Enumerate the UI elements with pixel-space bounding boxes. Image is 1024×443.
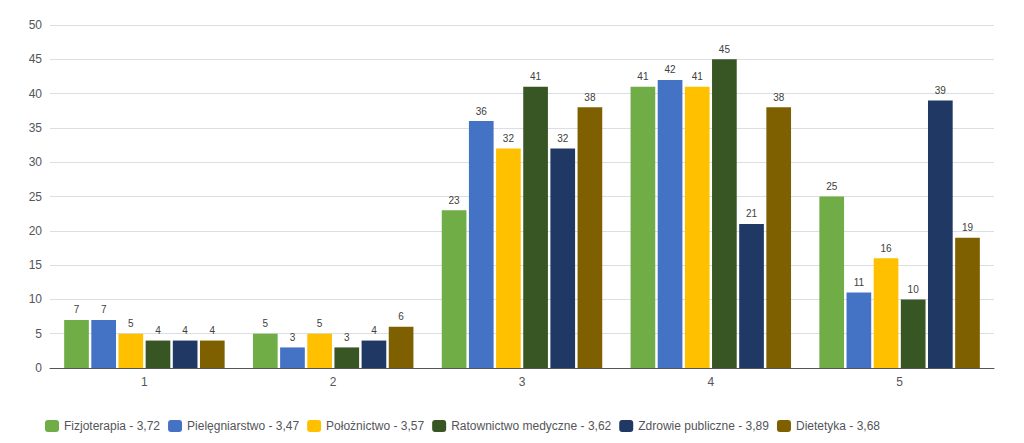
svg-text:0: 0 xyxy=(35,361,42,375)
svg-text:7: 7 xyxy=(74,304,80,315)
svg-text:4: 4 xyxy=(155,325,161,336)
svg-text:5: 5 xyxy=(263,318,269,329)
svg-text:5: 5 xyxy=(317,318,323,329)
svg-text:41: 41 xyxy=(530,71,542,82)
svg-text:42: 42 xyxy=(665,64,677,75)
svg-text:6: 6 xyxy=(398,311,404,322)
svg-text:10: 10 xyxy=(908,284,920,295)
svg-text:1: 1 xyxy=(141,375,148,389)
svg-text:5: 5 xyxy=(896,375,903,389)
svg-text:Zdrowie publiczne - 3,89: Zdrowie publiczne - 3,89 xyxy=(638,419,769,433)
svg-text:30: 30 xyxy=(29,155,43,169)
svg-text:38: 38 xyxy=(584,92,596,103)
svg-text:19: 19 xyxy=(962,222,974,233)
svg-text:7: 7 xyxy=(101,304,107,315)
svg-text:25: 25 xyxy=(29,190,43,204)
svg-text:45: 45 xyxy=(719,44,731,55)
svg-text:41: 41 xyxy=(637,71,649,82)
svg-text:23: 23 xyxy=(449,195,461,206)
svg-text:5: 5 xyxy=(35,327,42,341)
svg-text:36: 36 xyxy=(476,106,488,117)
svg-text:Dietetyka - 3,68: Dietetyka - 3,68 xyxy=(796,419,880,433)
svg-text:4: 4 xyxy=(210,325,216,336)
svg-text:Położnictwo - 3,57: Położnictwo - 3,57 xyxy=(326,419,424,433)
svg-text:10: 10 xyxy=(29,292,43,306)
svg-text:20: 20 xyxy=(29,224,43,238)
svg-text:21: 21 xyxy=(746,208,758,219)
svg-text:41: 41 xyxy=(692,71,704,82)
svg-text:39: 39 xyxy=(935,85,947,96)
svg-text:4: 4 xyxy=(371,325,377,336)
svg-text:3: 3 xyxy=(290,332,296,343)
svg-text:50: 50 xyxy=(29,18,43,32)
svg-text:3: 3 xyxy=(519,375,526,389)
svg-text:2: 2 xyxy=(330,375,337,389)
svg-text:Fizjoterapia - 3,72: Fizjoterapia - 3,72 xyxy=(64,419,160,433)
svg-text:32: 32 xyxy=(557,133,569,144)
svg-text:3: 3 xyxy=(344,332,350,343)
svg-text:Ratownictwo medyczne - 3,62: Ratownictwo medyczne - 3,62 xyxy=(451,419,611,433)
svg-text:38: 38 xyxy=(773,92,785,103)
svg-text:45: 45 xyxy=(29,52,43,66)
svg-text:35: 35 xyxy=(29,121,43,135)
svg-text:15: 15 xyxy=(29,258,43,272)
svg-text:5: 5 xyxy=(128,318,134,329)
svg-text:32: 32 xyxy=(503,133,515,144)
svg-text:40: 40 xyxy=(29,87,43,101)
svg-text:11: 11 xyxy=(854,277,865,288)
svg-text:16: 16 xyxy=(880,243,892,254)
svg-text:4: 4 xyxy=(707,375,714,389)
svg-text:Pielęgniarstwo - 3,47: Pielęgniarstwo - 3,47 xyxy=(187,419,299,433)
svg-text:25: 25 xyxy=(826,181,838,192)
svg-text:4: 4 xyxy=(182,325,188,336)
